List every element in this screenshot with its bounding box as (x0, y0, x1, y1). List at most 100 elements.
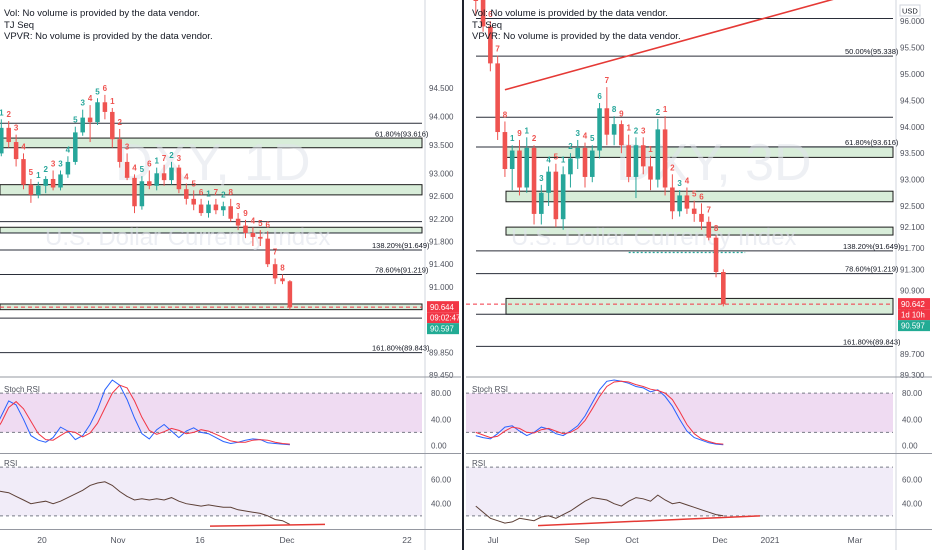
candle-body (517, 150, 522, 188)
candle-body (677, 195, 682, 212)
current-price-tag (427, 301, 459, 313)
sequential-count-label: 7 (495, 44, 500, 53)
sequential-count-label: 3 (58, 159, 63, 168)
price-tick-label: 93.500 (429, 141, 454, 150)
sequential-count-label: 2 (117, 118, 122, 127)
zone-box (505, 297, 894, 315)
trendline (504, 0, 834, 91)
sequential-count-label: 9 (243, 209, 248, 218)
rsi-tick-label: 40.00 (431, 500, 452, 509)
sequential-count-label: 7 (707, 206, 712, 215)
rsi-band (466, 467, 893, 516)
sequential-count-label: 1 (626, 124, 631, 133)
sequential-count-label: 6 (597, 92, 602, 101)
fib-level-label: 50.00%(95.338) (845, 47, 899, 56)
candle-body (65, 161, 71, 175)
price-tick-label: 93.000 (429, 169, 454, 178)
rsi-divergence-line (537, 515, 761, 527)
candle-body (102, 102, 108, 112)
candle-body (546, 171, 551, 193)
stoch-tick-label: 40.00 (431, 415, 452, 424)
sequential-count-label: 4 (251, 216, 256, 225)
sequential-count-label: 3 (51, 159, 56, 168)
time-tick-label: Oct (625, 535, 639, 545)
candle-body (13, 142, 19, 160)
sequential-count-label: 2 (6, 110, 11, 119)
fib-level-label: 138.20%(91.649) (372, 241, 430, 250)
price-tick-label: 95.500 (900, 44, 925, 53)
candle-body (154, 173, 159, 186)
candle-body (488, 26, 493, 64)
candle-body (36, 185, 41, 195)
sequential-count-label: 7 (273, 248, 278, 257)
sequential-count-label: 1 (154, 157, 159, 166)
current-price-value: 90.642 (901, 300, 925, 309)
candle-body (184, 189, 189, 199)
candle-body (633, 145, 639, 177)
candle-body (568, 158, 573, 175)
sequential-count-label: 4 (88, 94, 93, 103)
sequential-count-label: 6 (103, 84, 108, 93)
currency-badge (899, 4, 921, 17)
stoch-pane-left: 80.00 40.00 0.00 (0, 379, 461, 454)
candle-body (258, 236, 263, 239)
currency-badge-label: USD (902, 7, 918, 16)
candle-body (655, 129, 661, 180)
fib-level-label: 161.80%(89.843) (843, 337, 901, 346)
sequential-count-label: 4 (583, 132, 588, 141)
candle-body (582, 147, 588, 177)
candle-body (706, 221, 712, 238)
candle-body (589, 150, 595, 177)
watermark-name: U.S. Dollar Currency Index (511, 224, 796, 251)
zone-box (0, 137, 423, 149)
sequential-count-label: 5 (590, 134, 595, 143)
candle-body (176, 167, 182, 190)
candle-body (235, 218, 241, 226)
panel-divider[interactable] (462, 0, 464, 550)
time-tick-label: 2021 (761, 535, 780, 545)
rsi-pane-right: 60.00 40.00 (466, 466, 932, 530)
current-price-tag (898, 298, 930, 310)
stoch-series-line (0, 384, 290, 445)
time-tick-label: Jul (488, 535, 499, 545)
candle-body (509, 150, 515, 170)
rsi-band (0, 467, 422, 516)
candle-body (524, 147, 530, 188)
candle-body (691, 208, 697, 214)
candle-body (619, 124, 624, 146)
price-tick-label: 92.200 (429, 215, 454, 224)
sequential-count-label: 6 (488, 10, 493, 19)
sequential-count-label: 6 (699, 192, 704, 201)
candle-body (0, 127, 4, 154)
stoch-tick-label: 0.00 (431, 441, 447, 450)
candle-body (611, 124, 617, 135)
candle-body (169, 167, 174, 181)
right-info-vpvr: VPVR: No volume is provided by the data … (472, 31, 681, 42)
candle-body (662, 129, 668, 188)
fib-level-label: 78.60%(91.219) (375, 265, 429, 274)
candle-body (280, 278, 285, 282)
sequential-count-label: 4 (66, 145, 71, 154)
time-tick-label: Dec (279, 535, 295, 545)
sequential-count-label: 9 (517, 129, 522, 138)
sequential-count-label: 3 (125, 142, 130, 151)
sequential-count-label: 9 (619, 109, 624, 118)
price-tick-label: 91.700 (900, 244, 925, 253)
price-tick-label: 90.900 (900, 286, 925, 295)
price-tick-label: 91.800 (429, 237, 454, 246)
candle-body (58, 174, 63, 188)
price-tick-label: 96.000 (900, 17, 925, 26)
sequential-count-label: 8 (714, 224, 719, 233)
candle-body (95, 102, 100, 123)
watermark-symbol: DXY, 1D (115, 134, 311, 192)
candle-body (699, 213, 704, 222)
price-tick-label: 91.300 (900, 265, 925, 274)
candle-body (626, 145, 631, 177)
candle-body (531, 147, 537, 214)
sequential-count-label: 6 (147, 159, 152, 168)
sequential-count-label: 2 (568, 142, 573, 151)
price-axis-right: 96.000 95.500 95.000 94.500 94.000 93.500 93.0… (466, 0, 932, 550)
sequential-count-label: 8 (612, 105, 617, 114)
